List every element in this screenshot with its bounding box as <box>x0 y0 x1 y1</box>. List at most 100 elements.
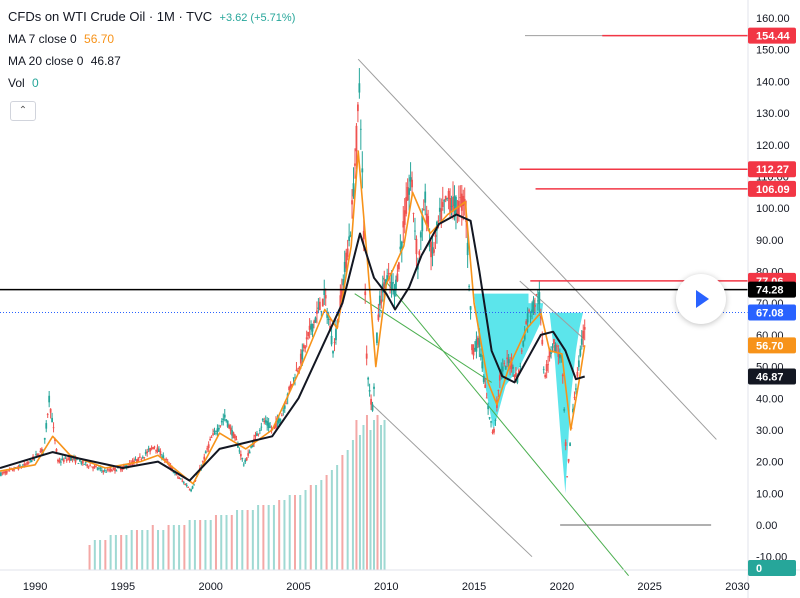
price-label: 46.87 <box>756 371 784 383</box>
candle-body <box>256 433 258 436</box>
candle-body <box>204 451 207 454</box>
candle-body <box>490 421 492 423</box>
candle-body <box>471 344 473 351</box>
candle-body <box>487 405 490 410</box>
volume-bar <box>304 490 307 570</box>
volume-bar <box>299 495 302 570</box>
candle-body <box>408 188 411 195</box>
candle-body <box>357 104 359 112</box>
candle-body <box>146 451 149 453</box>
x-tick-label: 2005 <box>286 581 310 593</box>
candle-body <box>234 435 236 439</box>
candle-body <box>314 317 317 323</box>
candle-body <box>307 331 310 337</box>
candle-body <box>494 420 497 421</box>
candle-body <box>302 344 305 348</box>
candle-body <box>52 427 55 429</box>
candle-body <box>68 457 71 461</box>
candle-body <box>46 414 49 416</box>
candle-body <box>333 342 336 343</box>
volume-bar <box>362 425 365 570</box>
candle-body <box>557 353 560 357</box>
candle-body <box>317 307 320 309</box>
candle-body <box>13 469 15 471</box>
candle-body <box>147 448 150 450</box>
volume-bar <box>109 535 112 570</box>
candle-body <box>539 316 542 319</box>
candle-body <box>40 448 43 453</box>
candle-body <box>24 464 27 466</box>
candle-body <box>386 275 389 282</box>
candle-body <box>95 465 97 467</box>
candle-body <box>122 465 125 468</box>
candle-body <box>30 460 33 463</box>
candle-body <box>220 420 223 423</box>
volume-bar <box>293 495 296 570</box>
candle-body <box>535 294 538 296</box>
volume-bar <box>257 505 260 570</box>
ma20-label[interactable]: MA 20 close 0 <box>8 54 84 68</box>
candle-body <box>481 361 484 369</box>
candle-body <box>235 439 238 441</box>
candle-body <box>114 467 116 471</box>
candle-body <box>579 348 582 356</box>
candle-body <box>140 459 143 460</box>
candle-body <box>295 369 298 371</box>
candle-body <box>433 249 435 253</box>
candle-body <box>193 484 195 486</box>
candle-body <box>109 468 112 472</box>
candle-body <box>215 432 217 434</box>
candle-body <box>339 295 342 310</box>
volume-bar <box>355 420 358 570</box>
green-trend-line-upper <box>354 293 492 383</box>
candle-body <box>165 459 168 461</box>
candle-body <box>399 246 402 250</box>
candle-body <box>431 247 434 254</box>
volume-value: 0 <box>32 76 39 90</box>
legend-collapse-button[interactable]: ⌃ <box>10 101 36 121</box>
candle-body <box>335 329 337 341</box>
candle-body <box>320 311 323 312</box>
candle-body <box>378 295 381 306</box>
candle-body <box>280 415 283 417</box>
candle-body <box>163 459 166 460</box>
candle-body <box>478 338 481 348</box>
candle-body <box>124 465 127 467</box>
candle-body <box>23 463 26 466</box>
price-label-box <box>748 560 796 576</box>
candle-body <box>84 461 87 463</box>
candle-body <box>78 459 81 462</box>
candle-body <box>105 471 108 473</box>
candle-body <box>64 457 67 459</box>
candle-body <box>352 183 355 197</box>
candle-body <box>560 355 563 357</box>
candle-body <box>446 197 449 199</box>
candle-body <box>188 489 191 491</box>
candle-body <box>171 467 173 470</box>
candle-body <box>266 421 269 426</box>
price-label-box <box>748 337 796 354</box>
candle-body <box>103 469 106 471</box>
replay-play-button[interactable] <box>676 274 726 324</box>
candle-body <box>390 282 393 289</box>
candle-body <box>179 478 182 480</box>
candle-body <box>556 345 558 347</box>
candle-body <box>326 313 329 318</box>
volume-bar <box>88 545 91 570</box>
candle-body <box>580 338 583 345</box>
candle-body <box>279 418 282 422</box>
candle-body <box>61 458 64 460</box>
ma7-label[interactable]: MA 7 close 0 <box>8 32 77 46</box>
candle-body <box>55 449 58 452</box>
volume-bar <box>283 500 286 570</box>
volume-label[interactable]: Vol <box>8 76 25 90</box>
ma20-value: 46.87 <box>90 54 121 68</box>
candle-body <box>564 442 567 446</box>
candle-body <box>520 350 523 352</box>
candle-body <box>58 460 61 463</box>
candle-body <box>491 431 494 433</box>
candle-body <box>152 447 154 450</box>
candle-body <box>389 281 391 283</box>
candle-body <box>275 421 277 428</box>
